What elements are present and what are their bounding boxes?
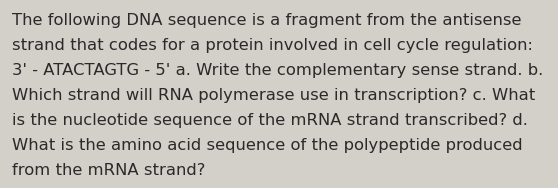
Text: What is the amino acid sequence of the polypeptide produced: What is the amino acid sequence of the p… <box>12 138 523 153</box>
Text: is the nucleotide sequence of the mRNA strand transcribed? d.: is the nucleotide sequence of the mRNA s… <box>12 113 528 128</box>
Text: The following DNA sequence is a fragment from the antisense: The following DNA sequence is a fragment… <box>12 13 522 28</box>
Text: from the mRNA strand?: from the mRNA strand? <box>12 163 206 178</box>
Text: Which strand will RNA polymerase use in transcription? c. What: Which strand will RNA polymerase use in … <box>12 88 536 103</box>
Text: strand that codes for a protein involved in cell cycle regulation:: strand that codes for a protein involved… <box>12 38 533 53</box>
Text: 3' - ATACTAGTG - 5' a. Write the complementary sense strand. b.: 3' - ATACTAGTG - 5' a. Write the complem… <box>12 63 543 78</box>
